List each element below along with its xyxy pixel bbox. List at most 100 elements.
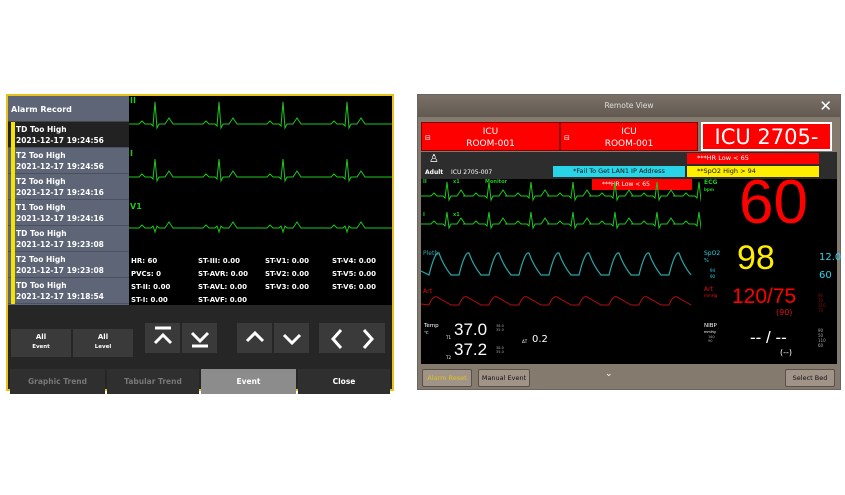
tab-graphic-trend[interactable]: Graphic Trend: [10, 369, 105, 394]
close-icon[interactable]: ✕: [819, 97, 832, 115]
st-param: ST-V6: 0.00: [332, 283, 376, 291]
st-param: ST-AVL: 0.00: [198, 283, 248, 291]
limit: 35.0: [496, 328, 504, 332]
limit: 90: [818, 293, 824, 298]
alarm-record-item[interactable]: T1 Too High 2021-12-17 19:24:16: [8, 200, 129, 226]
wave-label: I: [423, 212, 425, 218]
alarm-name: T2 Too High: [16, 177, 66, 186]
patient-type: Adult: [425, 169, 444, 176]
alarm-hr-low-overlay: ***HR Low < 65: [592, 179, 692, 190]
limit: 38.0: [496, 346, 504, 350]
limit: 50: [818, 333, 824, 338]
ecg-wave-v1: [129, 221, 392, 234]
st-param: ST-III: 0.00: [198, 257, 241, 265]
alarm-record-item[interactable]: T2 Too High 2021-12-17 19:24:56: [8, 148, 129, 174]
st-param: ST-V3: 0.00: [265, 283, 309, 291]
art-mean: (90): [776, 308, 793, 317]
network-icon: ⊟: [425, 134, 431, 142]
alarm-record-item[interactable]: T2 Too High 2021-12-17 19:24:16: [8, 174, 129, 200]
alarm-record-item[interactable]: TD Too High 2021-12-17 19:23:08: [8, 226, 129, 252]
alarm-name: TD Too High: [16, 125, 67, 134]
close-button[interactable]: Close: [298, 369, 390, 394]
ecg-wave-i: [129, 158, 392, 183]
wave-label: Monitor: [485, 179, 507, 185]
tab-tabular-trend[interactable]: Tabular Trend: [107, 369, 199, 394]
alarm-name: T2 Too High: [16, 255, 66, 264]
alarm-level-bar: [11, 252, 15, 278]
alarm-level-bar: [11, 200, 15, 226]
alarm-time: 2021-12-17 19:24:16: [16, 214, 104, 223]
left-icon[interactable]: [319, 323, 354, 353]
art-label: Art: [704, 286, 713, 293]
temp-unit: ℃: [424, 330, 429, 335]
t1-value: 37.0: [454, 320, 488, 339]
right-icon[interactable]: [350, 323, 385, 353]
art-wave: [421, 296, 692, 306]
nibp-mean: (--): [780, 348, 793, 357]
control-panel: All Event All Level Graphic Trend Tabular …: [8, 305, 392, 394]
chevron-down-icon[interactable]: ⌄: [605, 369, 613, 379]
t2-value: 37.2: [454, 340, 488, 359]
event-filter-button[interactable]: All Event: [11, 329, 71, 357]
dt-value: 0.2: [532, 334, 548, 345]
network-icon: ⊟: [564, 134, 570, 142]
alarm-name: TD Too High: [16, 281, 67, 290]
limit: 38.0: [496, 324, 504, 328]
first-page-icon[interactable]: [145, 323, 180, 353]
alarm-level-bar: [11, 226, 15, 252]
nibp-label: NIBP: [704, 323, 717, 329]
ecg-wave-i: [421, 211, 701, 230]
level-filter-button[interactable]: All Level: [73, 329, 133, 357]
nibp-unit: mmHg: [704, 330, 716, 334]
art-limits: 90 50 110 70: [818, 293, 826, 313]
lead-label: I: [130, 149, 133, 158]
current-bed-tile[interactable]: ICU 2705-007: [701, 122, 832, 173]
alarm-reset-button[interactable]: Alarm Reset: [422, 369, 472, 387]
lead-label: V1: [130, 202, 142, 211]
alarm-record-item[interactable]: TD Too High 2021-12-17 19:24:56: [8, 122, 129, 148]
st-param: ST-AVF: 0.00: [198, 296, 247, 304]
hr-value: 60: [739, 168, 808, 237]
tile-line: ICU: [621, 127, 637, 137]
ecg-wave-ii: [129, 101, 392, 130]
limit: 50: [818, 298, 824, 303]
last-page-icon[interactable]: [182, 323, 217, 353]
up-icon[interactable]: [237, 323, 272, 353]
filter-value: All: [35, 333, 47, 341]
pr-value: 60: [819, 270, 832, 281]
pleth-wave: [421, 252, 692, 276]
manual-event-button[interactable]: Manual Event: [478, 369, 530, 387]
monitor-waveforms: [421, 181, 701, 306]
alarm-review-window: Alarm Record TD Too High 2021-12-17 19:24…: [6, 94, 394, 394]
t1-limits: 38.0 35.0: [496, 324, 504, 332]
alarm-time: 2021-12-17 19:24:56: [16, 136, 104, 145]
bed-tile[interactable]: ⊟ ICU ROOM-001: [560, 122, 698, 151]
nibp-alarm-limits: 160 90: [708, 335, 715, 343]
st-param: ST-II: 0.00: [131, 283, 171, 291]
spo2-high-limit: 94: [710, 268, 716, 273]
alarm-record-item[interactable]: TD Too High 2021-12-17 19:18:54: [8, 278, 129, 304]
ecg-label: ECG: [704, 179, 718, 186]
title-text: Remote View: [604, 101, 654, 110]
window-title: Remote View ✕: [418, 95, 840, 117]
alarm-level-bar: [11, 174, 15, 200]
alarm-hr-low[interactable]: ***HR Low < 65: [687, 153, 819, 164]
ecg-unit: bpm: [704, 187, 714, 192]
pi-value: 12.0: [819, 252, 842, 263]
bed-tile[interactable]: ⊟ ICU ROOM-001: [421, 122, 560, 151]
filter-label: Event: [32, 344, 50, 350]
alarm-lan[interactable]: *Fail To Get LAN1 IP Address: [553, 166, 685, 177]
down-icon[interactable]: [274, 323, 309, 353]
select-bed-button[interactable]: Select Bed: [785, 369, 835, 387]
patient-icon: ♙: [429, 152, 439, 165]
spo2-low-limit: 90: [710, 274, 716, 279]
limit: 70: [818, 308, 824, 313]
tile-line: ICU: [482, 127, 499, 137]
art-value: 120/75: [732, 285, 797, 308]
alarm-time: 2021-12-17 19:23:08: [16, 240, 104, 249]
tab-event[interactable]: Event: [201, 369, 296, 394]
alarm-record-item[interactable]: T2 Too High 2021-12-17 19:23:08: [8, 252, 129, 278]
filter-value: All: [97, 333, 109, 341]
alarm-spo2-high[interactable]: **SpO2 High > 94: [687, 166, 819, 177]
alarm-record-header: Alarm Record: [8, 96, 129, 122]
